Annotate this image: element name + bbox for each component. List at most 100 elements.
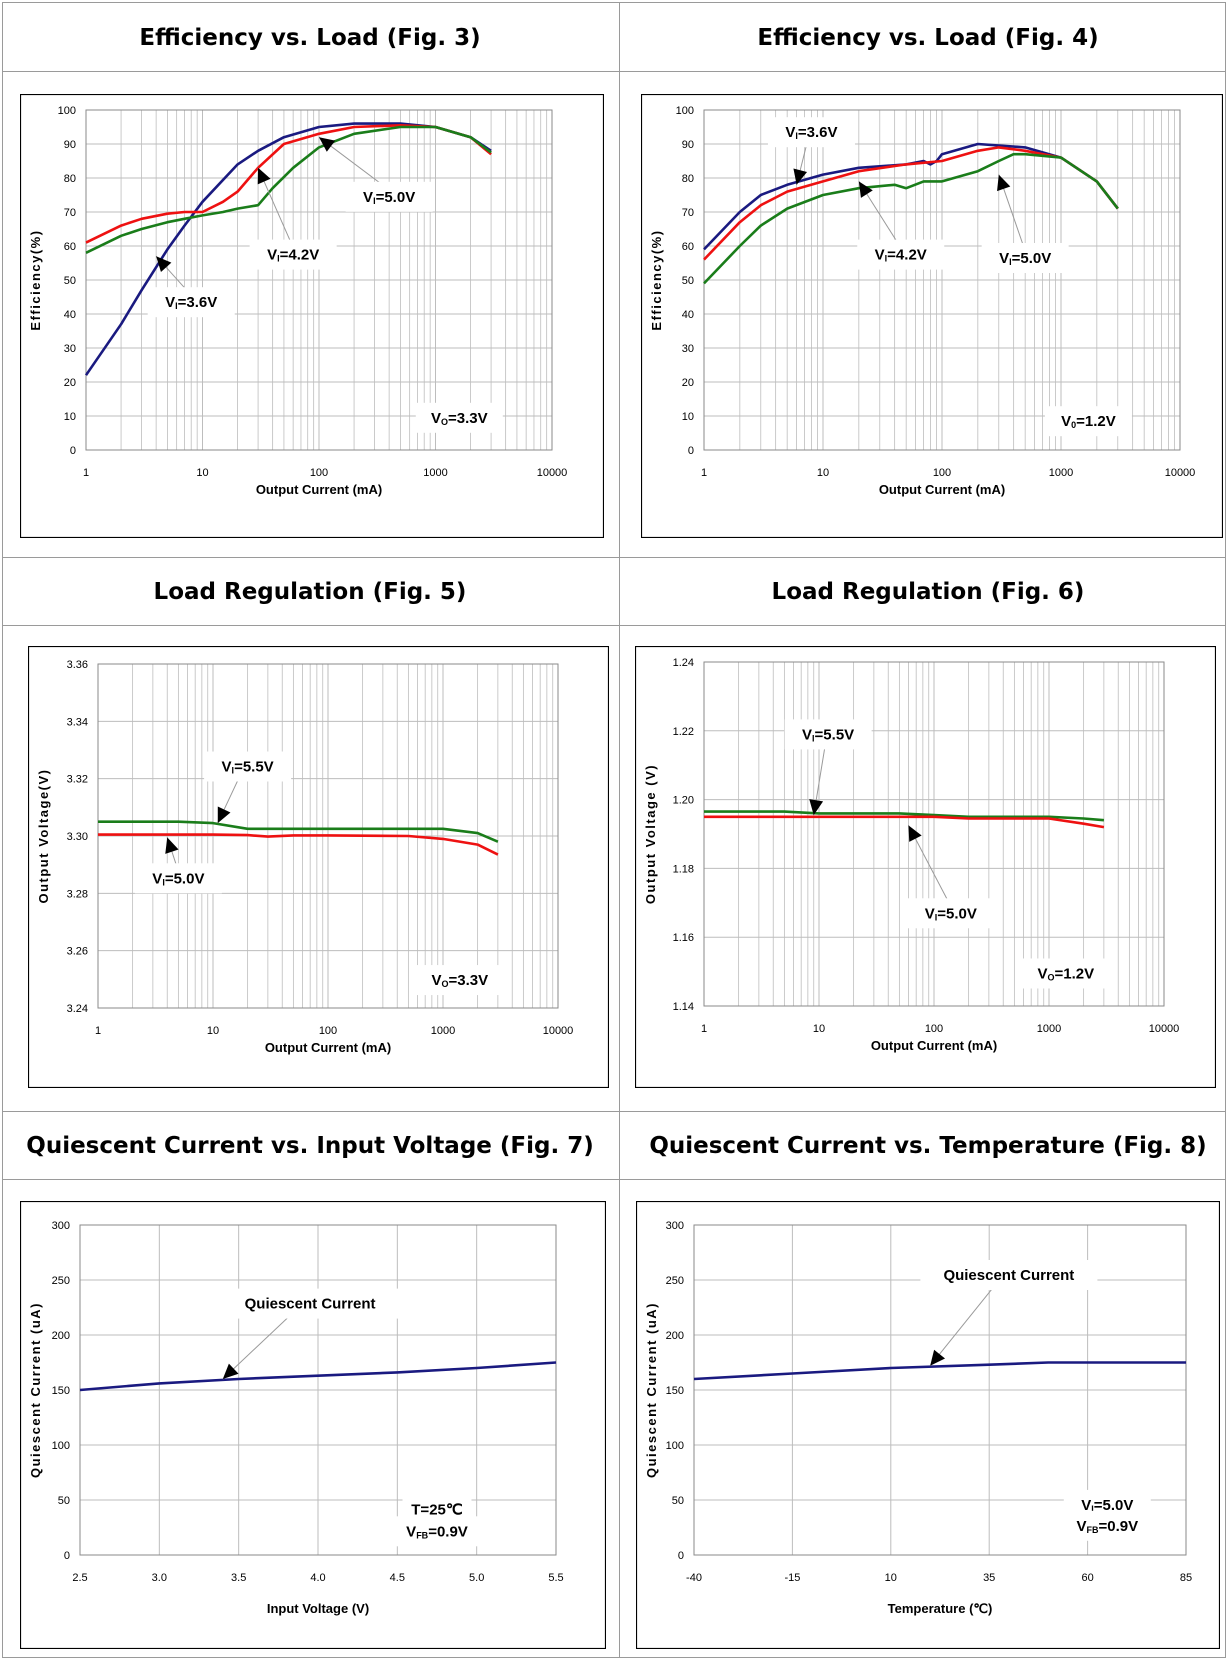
y-tick-label: 70 (682, 207, 694, 219)
x-tick-label: 10 (817, 467, 829, 479)
annotation-label: VI=5.0V (152, 870, 204, 887)
x-tick-label: 100 (933, 467, 951, 479)
x-tick-label: 5.5 (548, 1572, 563, 1584)
x-tick-label: 1 (95, 1025, 101, 1037)
x-tick-label: 3.5 (231, 1572, 246, 1584)
y-tick-label: 60 (64, 241, 76, 253)
annotation-label: VI=4.2V (875, 247, 927, 264)
chart-frame (20, 94, 604, 538)
annotation-box (907, 898, 995, 929)
y-tick-label: 0 (64, 1550, 70, 1562)
load-regulation-chart-fig6: 1 10 100 1000 10000 1.14 1.16 1.18 1.20 1.22 1.24 O… (635, 646, 1216, 1088)
x-tick-label: 10 (207, 1025, 219, 1037)
x-axis-label: Output Current (mA) (879, 482, 1005, 497)
y-tick-label: 1.14 (673, 1001, 694, 1013)
y-tick-label: 10 (64, 411, 76, 423)
arrow-head (257, 167, 271, 185)
efficiency-chart-fig3: 1 10 100 1000 10000 0 10 20 30 40 50 60 70 80 90 100 Out… (20, 94, 604, 538)
x-tick-label: 2.5 (72, 1572, 87, 1584)
chart-frame (20, 1201, 606, 1649)
chart-frame (641, 94, 1223, 538)
annotation-label: VI=5.0V (363, 189, 415, 206)
annotation-label: VI=3.6V (165, 294, 217, 311)
annotation-label: VI=5.5V (802, 726, 854, 743)
annotation-box (204, 751, 292, 782)
panel-title: Load Regulation (Fig. 5) (153, 579, 467, 605)
y-tick-label: 1.22 (673, 726, 694, 738)
y-tick-label: 1.16 (673, 932, 694, 944)
annotation-label: V0=1.2V (1061, 413, 1116, 430)
x-tick-label: 35 (983, 1572, 995, 1584)
x-tick-label: 4.5 (390, 1572, 405, 1584)
x-tick-label: 10 (196, 467, 208, 479)
y-axis-label: Output Voltage(V) (36, 768, 51, 903)
y-tick-label: 3.32 (67, 774, 88, 786)
arrow-head (319, 137, 336, 152)
arrow-head (809, 799, 824, 816)
plot-area (703, 109, 1181, 451)
y-tick-label: 0 (688, 445, 694, 457)
y-tick-label: 100 (58, 105, 76, 117)
series-line-green (98, 820, 499, 843)
panel-title: Quiescent Current vs. Temperature (Fig. … (649, 1133, 1207, 1159)
y-tick-label: 50 (58, 1495, 70, 1507)
y-tick-label: 10 (682, 411, 694, 423)
row-divider (3, 1111, 1225, 1112)
x-tick-label: 10000 (543, 1025, 574, 1037)
annotation-label: VI=5.0V (925, 905, 977, 922)
arrow-head (858, 181, 873, 198)
y-tick-label: 150 (666, 1385, 684, 1397)
annotation-box (416, 965, 504, 996)
y-tick-label: 100 (676, 105, 694, 117)
x-tick-label: -15 (784, 1572, 800, 1584)
y-tick-label: 30 (682, 343, 694, 355)
arrow-head (997, 174, 1011, 192)
y-tick-label: 250 (666, 1275, 684, 1287)
y-tick-label: 200 (52, 1330, 70, 1342)
y-tick-label: 1.18 (673, 863, 694, 875)
annotation-box (920, 1260, 1098, 1290)
arrow-head (217, 806, 231, 824)
plot-area (85, 109, 553, 451)
y-tick-label: 80 (64, 173, 76, 185)
y-tick-label: 60 (682, 241, 694, 253)
y-tick-label: 1.20 (673, 795, 694, 807)
annotation-label: Quiescent Current (245, 1296, 376, 1313)
row-divider (3, 71, 1225, 72)
annotation-label: VO=1.2V (1037, 965, 1094, 982)
series-line-green (85, 125, 492, 254)
x-axis-label: Temperature (℃) (888, 1601, 993, 1616)
y-tick-label: 50 (672, 1495, 684, 1507)
chart-frame (635, 646, 1216, 1088)
row-divider (3, 625, 1225, 626)
series-line-green (704, 810, 1105, 822)
y-tick-label: 3.24 (67, 1003, 88, 1015)
x-axis-label: Output Current (mA) (871, 1038, 997, 1053)
y-tick-label: 100 (52, 1440, 70, 1452)
y-tick-label: 3.34 (67, 716, 88, 728)
y-tick-label: 40 (64, 309, 76, 321)
annotation-box (389, 1516, 485, 1547)
annotation-box (249, 239, 337, 270)
x-axis-label: Output Current (mA) (265, 1040, 391, 1055)
x-tick-label: 100 (310, 467, 328, 479)
x-tick-label: 1 (83, 467, 89, 479)
annotation-label: VI=5.0V (999, 250, 1051, 267)
panel-title: Load Regulation (Fig. 6) (771, 579, 1085, 605)
x-tick-label: 10000 (537, 467, 568, 479)
y-tick-label: 300 (666, 1220, 684, 1232)
annotation-label: VFB=0.9V (406, 1523, 468, 1540)
y-tick-label: 3.28 (67, 888, 88, 900)
y-tick-label: 3.36 (67, 659, 88, 671)
x-tick-label: 85 (1180, 1572, 1192, 1584)
x-tick-label: 100 (319, 1025, 337, 1037)
y-tick-label: 150 (52, 1385, 70, 1397)
arrow-head (156, 256, 172, 273)
annotation-label: VI=3.6V (785, 124, 837, 141)
annotation-box (1044, 406, 1132, 437)
row-divider (3, 1179, 1225, 1180)
annotation-box (1059, 1510, 1156, 1541)
annotation-label: T=25℃ (411, 1501, 463, 1518)
x-axis-label: Output Current (mA) (256, 482, 382, 497)
annotation-box (857, 239, 945, 270)
